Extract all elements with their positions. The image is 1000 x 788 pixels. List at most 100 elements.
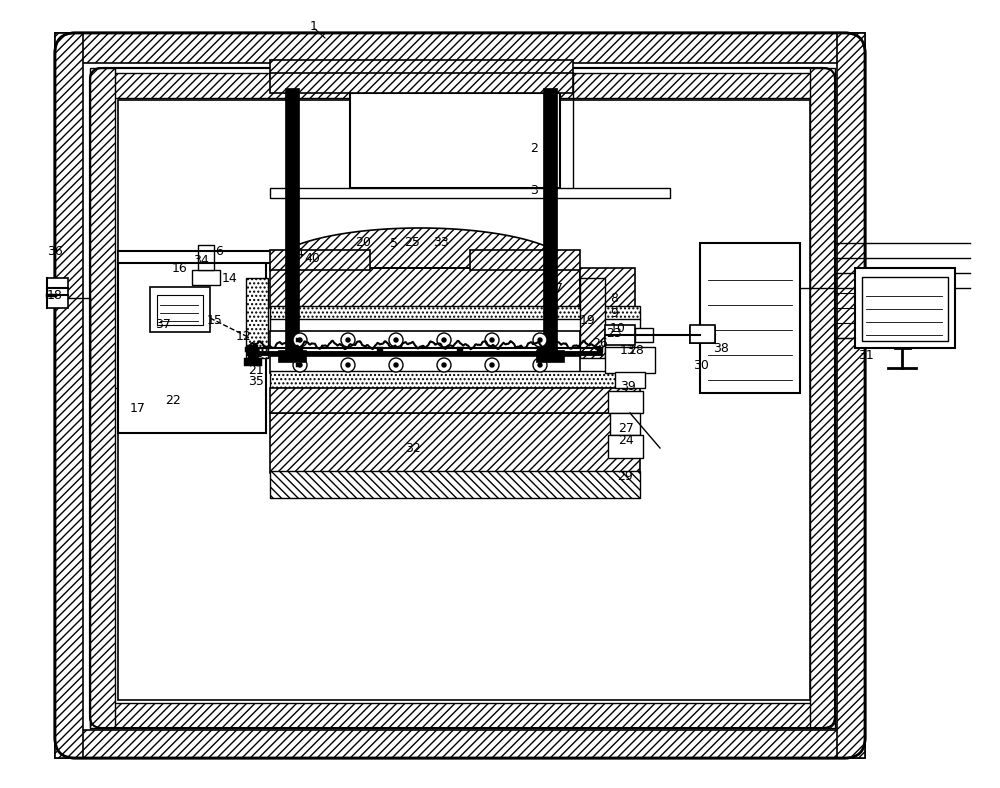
Text: 26: 26 bbox=[592, 336, 608, 350]
Text: 11: 11 bbox=[248, 347, 264, 359]
Bar bbox=[837, 33, 865, 758]
Circle shape bbox=[394, 363, 398, 367]
Text: 23: 23 bbox=[606, 326, 622, 340]
Bar bbox=[55, 33, 83, 758]
Bar bbox=[270, 371, 640, 388]
Polygon shape bbox=[270, 228, 570, 268]
Text: 32: 32 bbox=[405, 441, 421, 455]
Bar bbox=[150, 287, 210, 332]
Bar bbox=[90, 68, 115, 728]
Bar bbox=[90, 73, 835, 98]
Circle shape bbox=[341, 358, 355, 372]
Text: 13: 13 bbox=[620, 344, 636, 356]
Bar bbox=[296, 338, 300, 342]
Bar bbox=[270, 306, 640, 320]
Bar bbox=[248, 345, 258, 360]
Text: 16: 16 bbox=[172, 262, 188, 274]
Bar bbox=[285, 88, 299, 358]
Text: 39: 39 bbox=[620, 380, 636, 392]
Circle shape bbox=[298, 363, 302, 367]
Text: 2: 2 bbox=[530, 142, 538, 154]
Circle shape bbox=[538, 363, 542, 367]
Bar bbox=[605, 347, 655, 373]
Circle shape bbox=[485, 333, 499, 347]
Text: 30: 30 bbox=[693, 359, 709, 371]
Bar bbox=[270, 60, 573, 78]
Circle shape bbox=[538, 338, 542, 342]
Bar bbox=[270, 268, 580, 308]
Circle shape bbox=[485, 358, 499, 372]
Bar bbox=[90, 703, 835, 728]
Bar bbox=[244, 358, 262, 366]
Bar bbox=[55, 730, 865, 758]
Bar bbox=[350, 93, 560, 188]
Bar bbox=[690, 327, 715, 343]
Text: 12: 12 bbox=[236, 329, 252, 343]
Text: 14: 14 bbox=[222, 272, 238, 284]
Circle shape bbox=[394, 338, 398, 342]
Circle shape bbox=[293, 358, 307, 372]
Text: 1: 1 bbox=[310, 20, 318, 32]
Bar bbox=[157, 295, 203, 325]
Text: 27: 27 bbox=[618, 422, 634, 434]
Circle shape bbox=[442, 338, 446, 342]
Text: 37: 37 bbox=[155, 318, 171, 330]
FancyBboxPatch shape bbox=[90, 68, 835, 728]
Text: 40: 40 bbox=[304, 251, 320, 265]
Bar bbox=[610, 413, 640, 435]
Bar bbox=[270, 356, 580, 373]
Bar bbox=[605, 325, 635, 345]
Bar bbox=[270, 73, 573, 93]
Bar bbox=[580, 268, 635, 308]
Bar bbox=[377, 347, 383, 352]
Circle shape bbox=[533, 333, 547, 347]
Bar bbox=[580, 278, 605, 358]
Text: 10: 10 bbox=[610, 322, 626, 334]
Bar bbox=[270, 471, 640, 498]
Text: 3: 3 bbox=[530, 184, 538, 196]
Circle shape bbox=[490, 338, 494, 342]
Bar bbox=[810, 68, 835, 728]
Circle shape bbox=[346, 363, 350, 367]
Bar bbox=[245, 347, 251, 352]
Circle shape bbox=[490, 363, 494, 367]
Circle shape bbox=[298, 338, 302, 342]
Text: 25: 25 bbox=[404, 236, 420, 248]
Bar bbox=[855, 268, 955, 348]
Bar bbox=[457, 347, 463, 352]
Text: 17: 17 bbox=[130, 402, 146, 414]
Text: 33: 33 bbox=[433, 236, 449, 248]
Bar bbox=[537, 347, 543, 352]
Bar bbox=[608, 435, 643, 458]
Bar bbox=[615, 372, 645, 388]
Text: 31: 31 bbox=[858, 348, 874, 362]
Text: 24: 24 bbox=[618, 433, 634, 447]
Bar bbox=[270, 250, 370, 270]
Bar bbox=[270, 413, 640, 473]
Text: 20: 20 bbox=[355, 236, 371, 248]
Text: 9: 9 bbox=[610, 307, 618, 319]
Bar bbox=[270, 319, 640, 333]
Bar bbox=[47, 278, 68, 308]
Bar bbox=[55, 33, 865, 63]
Circle shape bbox=[533, 358, 547, 372]
Text: 35: 35 bbox=[248, 374, 264, 388]
Bar bbox=[536, 350, 564, 362]
Bar bbox=[246, 278, 268, 358]
Bar bbox=[118, 258, 266, 433]
Bar bbox=[470, 250, 580, 270]
Bar bbox=[270, 388, 640, 413]
Circle shape bbox=[341, 333, 355, 347]
Text: 4: 4 bbox=[295, 247, 303, 259]
Bar bbox=[608, 391, 643, 413]
Circle shape bbox=[293, 333, 307, 347]
Text: 21: 21 bbox=[248, 363, 264, 377]
Bar bbox=[597, 347, 603, 352]
Bar bbox=[270, 188, 670, 198]
Circle shape bbox=[437, 333, 451, 347]
Text: 36: 36 bbox=[47, 244, 63, 258]
Bar bbox=[635, 328, 653, 342]
Bar bbox=[198, 245, 214, 270]
Text: 7: 7 bbox=[555, 281, 563, 295]
Bar bbox=[118, 100, 810, 700]
